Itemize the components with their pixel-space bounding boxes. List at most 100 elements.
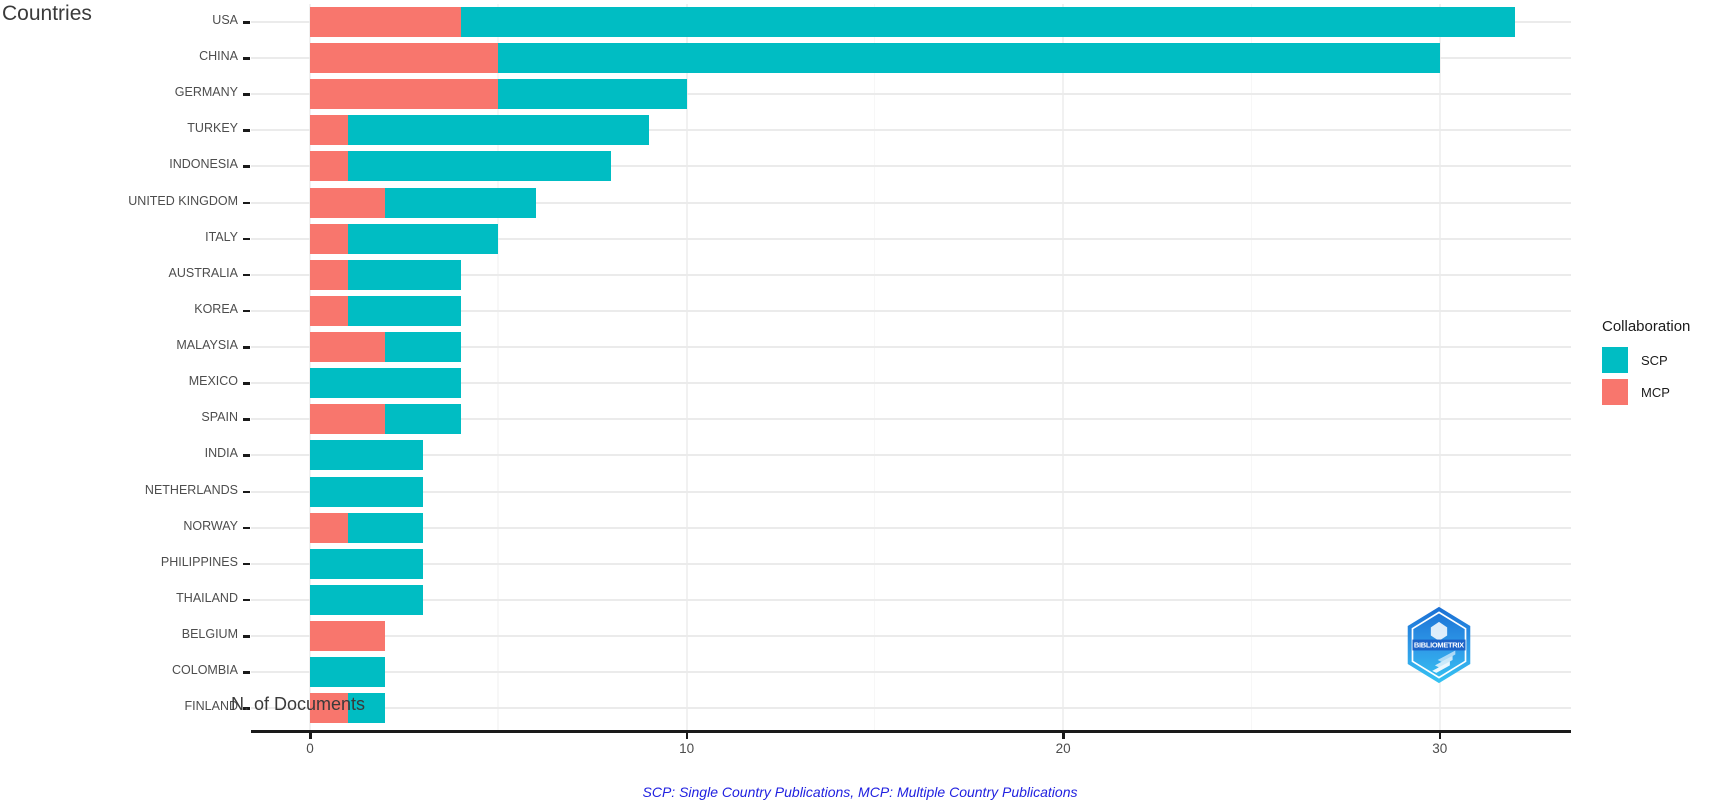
gridline-minor-v [1250,4,1252,730]
bar-segment-korea-scp [347,295,461,326]
y-tick-mark [243,418,250,421]
x-tick-label: 30 [1432,741,1448,756]
y-tick-mark [243,165,250,168]
y-tick-mark [243,21,250,24]
x-tick-mark [685,732,689,739]
bar-segment-india-scp [310,440,423,471]
gridline-major-h [251,309,1571,312]
country-label: NORWAY [183,518,238,533]
gridline-major-h [251,671,1571,674]
y-tick-mark [243,526,250,530]
country-label: PHILIPPINES [160,554,238,569]
bar-segment-malaysia-mcp [310,332,386,363]
gridline-major-h [251,201,1571,204]
country-label: KOREA [194,301,238,316]
logo-mark [1430,621,1448,641]
bar-segment-united-kingdom-mcp [310,187,386,218]
gridline-major-h [251,165,1571,168]
y-tick-mark [243,671,250,674]
country-label: SPAIN [201,410,238,425]
x-tick-label: 0 [306,741,314,756]
x-tick-label: 10 [679,741,695,756]
bar-segment-korea-mcp [310,295,348,326]
legend-label-scp: SCP [1641,352,1668,368]
legend-swatch-mcp [1602,379,1628,405]
country-label: MEXICO [188,374,238,389]
country-label: UNITED KINGDOM [128,193,238,208]
bar-segment-norway-mcp [310,512,348,543]
country-label: THAILAND [176,590,238,605]
logo-stripe-2 [1434,655,1453,668]
bar-segment-turkey-mcp [310,115,348,146]
x-axis-title: N. of Documents [231,694,366,714]
y-tick-mark [243,201,250,205]
bar-segment-germany-mcp [310,79,499,110]
bar-segment-usa-scp [460,7,1516,37]
y-tick-mark [243,237,250,241]
bar-segment-netherlands-scp [310,476,423,507]
gridline-major-h [251,490,1571,493]
bar-segment-australia-mcp [310,259,348,290]
y-axis-title: Countries [2,2,92,25]
y-tick-mark [243,490,250,494]
gridline-major-v [309,4,311,730]
bar-segment-turkey-scp [347,115,649,146]
y-tick-mark [243,57,250,60]
y-tick-mark [243,346,250,349]
gridline-major-h [251,454,1571,457]
gridline-major-h [251,526,1571,529]
legend-label-mcp: MCP [1641,384,1670,400]
gridline-major-h [251,382,1571,385]
bar-segment-italy-scp [347,223,499,254]
bar-segment-indonesia-mcp [310,151,348,182]
gridline-major-v [685,4,688,730]
gridline-minor-v [497,4,499,730]
country-label: NETHERLANDS [144,482,238,497]
x-tick-mark [1062,732,1065,739]
bar-segment-spain-scp [385,404,461,435]
legend-item-scp: SCP [1602,347,1690,373]
bar-segment-united-kingdom-scp [385,187,536,218]
legend: Collaboration SCP MCP [1602,318,1690,405]
bar-segment-mexico-scp [310,368,461,399]
country-label: AUSTRALIA [168,265,238,280]
logo-inner-hexagon [1411,611,1467,679]
y-tick-mark [243,129,250,132]
legend-title: Collaboration [1602,318,1691,335]
footer-note: SCP: Single Country Publications, MCP: M… [642,784,1078,800]
legend-swatch-scp [1602,347,1628,373]
x-tick-mark [309,732,312,739]
gridline-major-h [251,129,1571,132]
bar-segment-finland-scp [347,693,386,724]
country-label: USA [212,13,238,27]
logo-stripe-1 [1432,661,1450,673]
bar-segment-colombia-scp [310,657,386,688]
y-tick-mark [243,562,250,566]
y-tick-mark [243,93,250,96]
bar-segment-finland-mcp [310,693,348,724]
country-label: BELGIUM [181,627,238,642]
gridline-major-h [251,237,1571,240]
gridline-major-h [251,635,1571,638]
bar-segment-italy-mcp [310,223,348,254]
bar-segment-spain-mcp [310,404,386,435]
bar-segment-thailand-scp [310,584,423,615]
gridline-major-h [251,707,1571,710]
logo-stripe-3 [1437,650,1456,662]
bar-segment-china-mcp [310,43,499,74]
gridline-minor-v [873,4,876,730]
country-label: INDONESIA [169,157,238,172]
y-tick-mark [243,707,250,710]
gridline-major-h [251,598,1571,601]
y-tick-mark [243,273,250,277]
country-label: ITALY [205,229,238,244]
legend-item-mcp: MCP [1602,379,1690,405]
logo-band [1412,639,1466,651]
bar-segment-belgium-mcp [310,621,386,652]
bar-segment-malaysia-scp [385,332,461,363]
bar-segment-norway-scp [347,512,423,543]
x-axis-line [251,730,1571,733]
gridline-major-h [251,418,1571,421]
country-label: INDIA [204,446,238,461]
